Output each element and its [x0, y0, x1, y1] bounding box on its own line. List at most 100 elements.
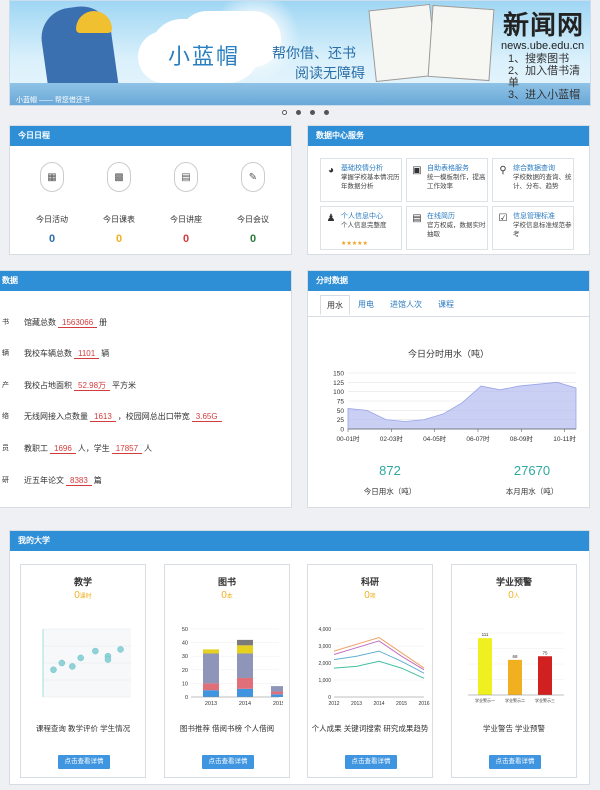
y-tick-label: 75	[337, 399, 345, 406]
service-title: 个人信息中心	[341, 213, 383, 220]
stacked-bar-segment	[271, 686, 283, 692]
area-series	[347, 381, 577, 430]
card-title: 图书	[217, 577, 236, 587]
stat-value[interactable]: 1563066	[58, 318, 98, 328]
x-tick-label: 06-07时	[466, 434, 490, 443]
scatter-point	[104, 656, 112, 663]
tab-courses[interactable]: 课程	[438, 300, 454, 309]
stat-value[interactable]: 8383	[66, 476, 92, 486]
data-label: 68	[512, 654, 518, 659]
step-item: 3、进入小蓝帽	[508, 89, 581, 101]
view-details-button[interactable]: 点击查看详情	[202, 755, 254, 769]
datacenter-panel: 数据中心服务 ◕ 基础校情分析 掌握学校基本情况历年数据分析 ▣ 自助表格服务 …	[307, 125, 590, 255]
stat-value[interactable]: 1613	[90, 412, 116, 422]
view-details-button[interactable]: 点击查看详情	[345, 755, 397, 769]
card-academic-warning: 学业预警 0人 111 学业警示一 68 学业警示二 75 学业警示三 学业警告 学业预警…	[451, 564, 577, 778]
carousel-dot[interactable]	[324, 110, 329, 115]
carousel-dots[interactable]	[282, 110, 329, 115]
card-title: 教学	[73, 577, 92, 587]
item-value: 0	[115, 233, 123, 245]
value-unit: 项	[369, 594, 376, 600]
stat-label: 研	[2, 477, 9, 484]
item-value: 0	[48, 233, 56, 245]
stat-unit: 篇	[93, 476, 102, 485]
bar	[538, 656, 552, 695]
tab-water[interactable]: 用水	[320, 295, 350, 315]
stat-label: 辆	[2, 350, 9, 357]
tab-electricity[interactable]: 用电	[358, 300, 374, 309]
view-details-button[interactable]: 点击查看详情	[58, 755, 110, 769]
x-tick-label: 08-09时	[510, 434, 534, 443]
view-details-button[interactable]: 点击查看详情	[489, 755, 541, 769]
panel-title: 分时数据	[308, 271, 589, 291]
stat-label: 书	[2, 319, 9, 326]
service-desc: 学校数据的查询、统计、分布、趋势	[513, 174, 572, 190]
value-unit: 课时	[79, 594, 92, 600]
service-self-form[interactable]: ▣ 自助表格服务 统一模板制作，提高工作效率	[406, 158, 488, 202]
stat-value[interactable]: 3.65G	[191, 412, 222, 422]
y-tick-label: 30	[182, 654, 188, 660]
card-links[interactable]: 个人成果 关键词搜索 研究成果趋势	[311, 724, 429, 733]
y-tick-label: 3,000	[318, 644, 331, 650]
stacked-bar-segment	[271, 691, 283, 695]
carousel-dot[interactable]	[282, 110, 287, 115]
today-item-activity[interactable]: ▦ 今日活动 0	[22, 162, 82, 245]
service-desc: 学校信息标准规范参考	[513, 222, 572, 238]
x-tick-label: 学业警示一	[475, 697, 495, 703]
stacked-bar-segment	[237, 639, 253, 646]
today-item-lecture[interactable]: ▤ 今日讲座 0	[156, 162, 216, 245]
card-links[interactable]: 图书推荐 借阅书榜 个人借阅	[179, 724, 275, 733]
card-links[interactable]: 学业警告 学业预警	[482, 724, 546, 733]
value-number: 0	[74, 590, 80, 601]
tab-visitors[interactable]: 进馆人次	[390, 300, 422, 309]
item-label: 今日讲座	[170, 215, 202, 224]
y-tick-label: 1,000	[318, 678, 331, 684]
stacked-bar-segment	[237, 645, 253, 654]
today-item-meeting[interactable]: ✎ 今日会议 0	[223, 162, 283, 245]
card-value: 0项	[308, 590, 432, 601]
y-tick-label: 100	[333, 389, 344, 396]
service-info-standard[interactable]: ☑ 信息管理标准 学校信息标准规范参考	[492, 206, 574, 250]
banner[interactable]: 小蓝帽 帮你借、还书 阅读无障碍 小蓝帽 —— 帮您借还书 1、搜索图书 2、加…	[9, 0, 591, 106]
stat-value[interactable]: 1696	[50, 444, 76, 454]
card-value: 0本	[165, 590, 289, 601]
service-online-resume[interactable]: ▤ 在线简历 官方权威，数据实时抽取	[406, 206, 488, 250]
y-tick-label: 25	[337, 417, 345, 424]
x-tick-label: 2014	[239, 701, 251, 707]
scatter-point	[92, 647, 99, 655]
y-tick-label: 2,000	[318, 661, 331, 667]
service-personal-info[interactable]: ♟ 个人信息中心 个人信息完整度 ★★★★★	[320, 206, 402, 250]
teaching-scatter-chart	[42, 628, 131, 698]
stacked-bar-segment	[203, 690, 219, 697]
today-water-value: 872	[379, 463, 401, 478]
book-icon: ▤	[174, 162, 198, 192]
x-tick-label: 学业警示三	[535, 697, 555, 703]
stat-unit: 人	[144, 444, 153, 453]
stat-value[interactable]: 17857	[111, 444, 143, 454]
stat-label: 络	[2, 413, 9, 420]
carousel-dot[interactable]	[310, 110, 315, 115]
value-unit: 本	[226, 594, 233, 600]
stat-value[interactable]: 1101	[74, 349, 100, 359]
service-basic-analysis[interactable]: ◕ 基础校情分析 掌握学校基本情况历年数据分析	[320, 158, 402, 202]
bar	[508, 659, 522, 695]
service-data-query[interactable]: ⚲ 综合数据查询 学校数据的查询、统计、分布、趋势	[492, 158, 574, 202]
y-tick-label: 50	[182, 627, 188, 633]
service-desc: 统一模板制作，提高工作效率	[427, 174, 486, 190]
today-item-schedule[interactable]: ▩ 今日课表 0	[89, 162, 149, 245]
service-title: 基础校情分析	[341, 165, 383, 172]
tab-bar: 用水 用电 进馆人次 课程	[308, 291, 589, 317]
card-research: 科研 0项 0 1,000 2,000 3,000 4,000 2012 2013 2014 2…	[307, 564, 433, 778]
stat-value[interactable]: 52.98万	[74, 381, 111, 391]
month-water-value: 27670	[513, 463, 551, 478]
y-tick-label: 125	[333, 380, 344, 387]
form-icon: ▣	[412, 165, 422, 176]
item-label: 今日课表	[103, 215, 135, 224]
card-links[interactable]: 课程查询 教学评价 学生情况	[35, 724, 131, 733]
data-label: 75	[542, 650, 548, 655]
carousel-dot[interactable]	[296, 110, 301, 115]
panel-title: 我的大学	[10, 531, 589, 551]
stacked-bar-segment	[237, 688, 253, 697]
person-icon: ♟	[326, 213, 336, 224]
line-series	[333, 636, 425, 669]
